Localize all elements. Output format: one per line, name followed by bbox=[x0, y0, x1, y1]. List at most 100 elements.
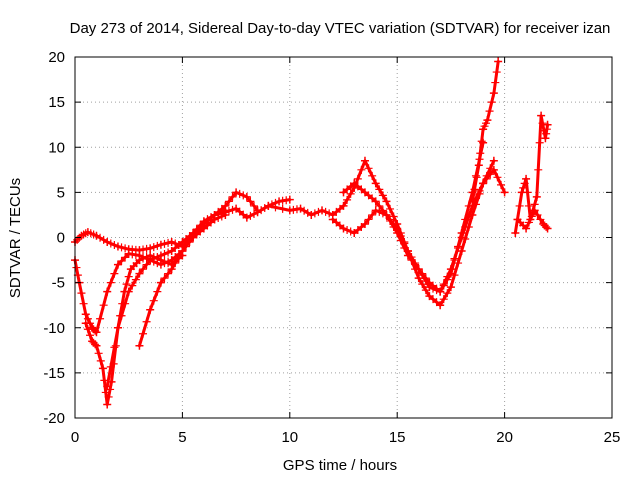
marker bbox=[246, 211, 255, 220]
marker bbox=[472, 173, 481, 182]
marker bbox=[164, 259, 173, 268]
marker bbox=[271, 203, 280, 212]
marker bbox=[432, 286, 441, 295]
data-point bbox=[425, 283, 434, 292]
marker bbox=[439, 295, 448, 304]
marker bbox=[536, 215, 545, 224]
marker bbox=[139, 254, 148, 263]
marker bbox=[542, 222, 551, 231]
marker bbox=[486, 164, 495, 173]
marker bbox=[386, 204, 395, 213]
data-point bbox=[264, 201, 273, 210]
marker bbox=[278, 196, 287, 205]
data-point bbox=[360, 156, 369, 165]
marker bbox=[493, 173, 502, 182]
marker bbox=[443, 289, 452, 298]
marker bbox=[228, 192, 237, 201]
marker bbox=[485, 107, 494, 116]
data-point bbox=[103, 238, 112, 247]
y-tick-label: 5 bbox=[57, 184, 65, 201]
data-point bbox=[156, 278, 165, 287]
data-point bbox=[474, 161, 483, 170]
x-tick-label: 5 bbox=[178, 429, 186, 446]
marker bbox=[246, 197, 255, 206]
data-point bbox=[541, 134, 550, 143]
marker bbox=[487, 98, 496, 107]
marker bbox=[153, 241, 162, 250]
data-point bbox=[522, 174, 531, 183]
marker bbox=[110, 241, 119, 250]
marker bbox=[533, 210, 542, 219]
x-tick-label: 15 bbox=[389, 429, 406, 446]
marker bbox=[475, 186, 484, 195]
data-point bbox=[285, 206, 294, 215]
marker bbox=[411, 259, 420, 268]
marker bbox=[523, 188, 532, 197]
marker bbox=[491, 78, 500, 87]
marker bbox=[364, 164, 373, 173]
data-point bbox=[113, 260, 122, 269]
data-point bbox=[81, 319, 90, 328]
marker bbox=[124, 272, 133, 281]
marker bbox=[527, 212, 536, 221]
data-point bbox=[156, 240, 165, 249]
marker bbox=[368, 210, 377, 219]
marker bbox=[131, 275, 140, 284]
data-point bbox=[543, 120, 552, 129]
data-point bbox=[178, 247, 187, 256]
marker bbox=[239, 191, 248, 200]
x-tick-label: 10 bbox=[281, 429, 298, 446]
marker bbox=[364, 215, 373, 224]
marker bbox=[128, 250, 137, 259]
marker bbox=[515, 201, 524, 210]
series-track-5 bbox=[135, 210, 230, 350]
x-tick-label: 20 bbox=[496, 429, 513, 446]
marker bbox=[174, 253, 183, 262]
data-point bbox=[446, 269, 455, 278]
data-point bbox=[167, 238, 176, 247]
marker bbox=[91, 340, 100, 349]
data-point bbox=[371, 206, 380, 215]
x-tick-label: 0 bbox=[71, 429, 79, 446]
marker bbox=[407, 253, 416, 262]
marker bbox=[117, 243, 126, 252]
data-point bbox=[103, 400, 112, 409]
marker bbox=[389, 219, 398, 228]
data-point bbox=[489, 89, 498, 98]
data-point bbox=[146, 256, 155, 265]
marker bbox=[368, 171, 377, 180]
marker bbox=[497, 180, 506, 189]
marker bbox=[79, 299, 88, 308]
series-line bbox=[342, 141, 485, 294]
data-point bbox=[92, 341, 101, 350]
marker bbox=[160, 257, 169, 266]
marker bbox=[542, 129, 551, 138]
marker bbox=[476, 149, 485, 158]
data-point bbox=[403, 247, 412, 256]
x-axis-label: GPS time / hours bbox=[283, 457, 397, 474]
data-point bbox=[124, 249, 133, 258]
series-line bbox=[470, 60, 500, 203]
data-point bbox=[167, 265, 176, 274]
marker bbox=[164, 238, 173, 247]
marker bbox=[228, 205, 237, 214]
data-point bbox=[98, 364, 107, 373]
marker bbox=[149, 243, 158, 252]
marker bbox=[343, 225, 352, 234]
marker bbox=[164, 248, 173, 257]
marker bbox=[122, 280, 131, 289]
data-point bbox=[382, 210, 391, 219]
series-track-8 bbox=[339, 138, 488, 296]
marker bbox=[421, 277, 430, 286]
marker bbox=[110, 269, 119, 278]
data-point bbox=[113, 323, 122, 332]
marker bbox=[91, 326, 100, 335]
marker bbox=[160, 274, 169, 283]
data-point bbox=[371, 197, 380, 206]
data-point bbox=[494, 57, 503, 66]
data-point bbox=[436, 301, 445, 310]
marker bbox=[386, 215, 395, 224]
marker bbox=[378, 191, 387, 200]
series-track-4 bbox=[103, 206, 230, 391]
